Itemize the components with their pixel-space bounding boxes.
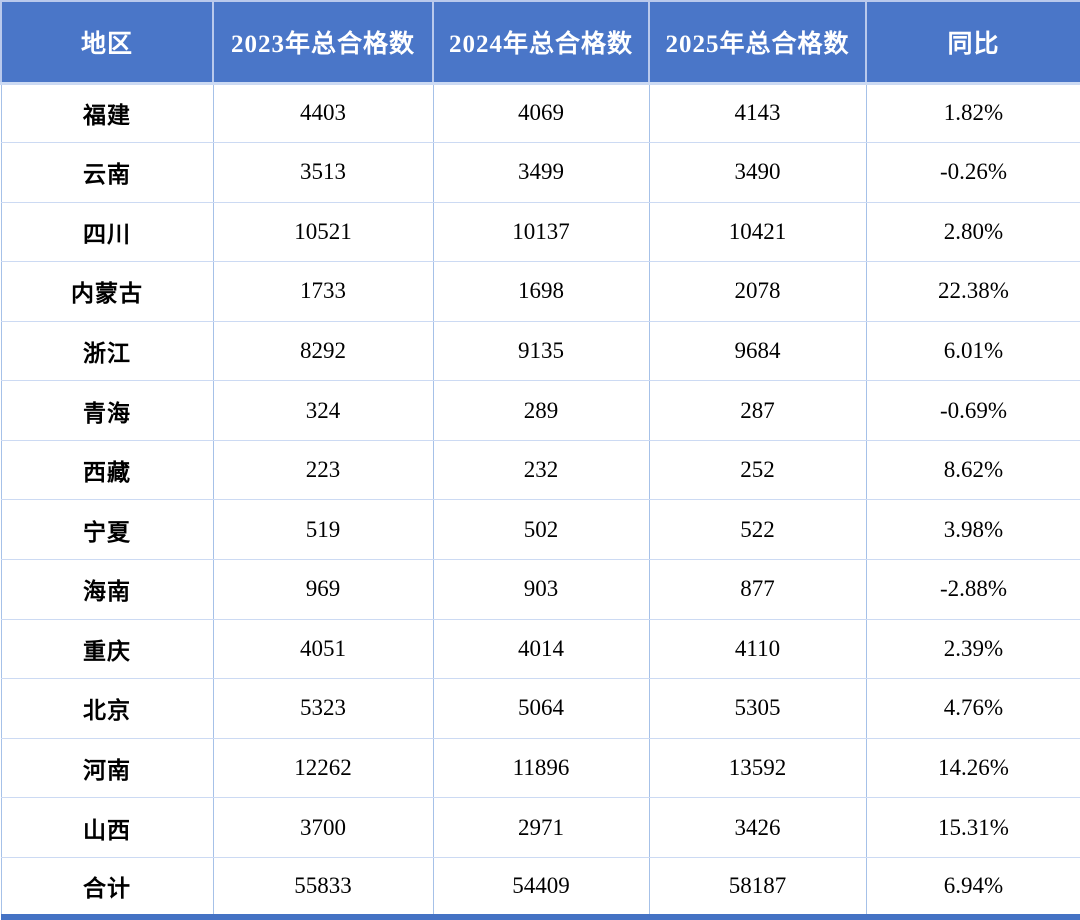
value-cell: 232 xyxy=(432,439,650,501)
value-cell: 1733 xyxy=(212,261,434,322)
value-cell: 8292 xyxy=(212,320,434,382)
value-cell: 4143 xyxy=(648,82,867,144)
value-cell: 6.01% xyxy=(865,320,1080,382)
value-cell: 4014 xyxy=(432,618,650,680)
value-cell: 6.94% xyxy=(865,856,1080,920)
region-cell: 青海 xyxy=(0,380,214,441)
region-cell: 西藏 xyxy=(0,439,214,501)
value-cell: 3490 xyxy=(648,142,867,203)
value-cell: 1698 xyxy=(432,261,650,322)
table-row: 内蒙古 1733 1698 2078 22.38% xyxy=(0,261,1080,322)
region-cell: 海南 xyxy=(0,559,214,620)
value-cell: 4051 xyxy=(212,618,434,680)
value-cell: 12262 xyxy=(212,737,434,799)
value-cell: 10521 xyxy=(212,201,434,263)
table-row: 山西 3700 2971 3426 15.31% xyxy=(0,797,1080,858)
region-cell: 福建 xyxy=(0,82,214,144)
value-cell: 252 xyxy=(648,439,867,501)
value-cell: 4403 xyxy=(212,82,434,144)
value-cell: 9135 xyxy=(432,320,650,382)
region-cell: 北京 xyxy=(0,678,214,739)
table-row: 西藏 223 232 252 8.62% xyxy=(0,439,1080,501)
value-cell: 287 xyxy=(648,380,867,441)
value-cell: 3.98% xyxy=(865,499,1080,560)
value-cell: -2.88% xyxy=(865,559,1080,620)
value-cell: 13592 xyxy=(648,737,867,799)
column-header-region: 地区 xyxy=(0,0,214,85)
column-header-2025: 2025年总合格数 xyxy=(648,0,867,85)
value-cell: 9684 xyxy=(648,320,867,382)
region-cell: 云南 xyxy=(0,142,214,203)
value-cell: 2078 xyxy=(648,261,867,322)
value-cell: 15.31% xyxy=(865,797,1080,858)
value-cell: 3513 xyxy=(212,142,434,203)
value-cell: 1.82% xyxy=(865,82,1080,144)
value-cell: 223 xyxy=(212,439,434,501)
table-row: 宁夏 519 502 522 3.98% xyxy=(0,499,1080,560)
value-cell: 10421 xyxy=(648,201,867,263)
value-cell: 877 xyxy=(648,559,867,620)
value-cell: 4.76% xyxy=(865,678,1080,739)
value-cell: 10137 xyxy=(432,201,650,263)
value-cell: 3700 xyxy=(212,797,434,858)
region-cell: 山西 xyxy=(0,797,214,858)
value-cell: 4110 xyxy=(648,618,867,680)
value-cell: 5305 xyxy=(648,678,867,739)
column-header-2024: 2024年总合格数 xyxy=(432,0,650,85)
value-cell: 289 xyxy=(432,380,650,441)
region-cell: 内蒙古 xyxy=(0,261,214,322)
table-row: 河南 12262 11896 13592 14.26% xyxy=(0,737,1080,799)
table-row: 海南 969 903 877 -2.88% xyxy=(0,559,1080,620)
value-cell: 58187 xyxy=(648,856,867,920)
column-header-yoy: 同比 xyxy=(865,0,1080,85)
region-cell: 重庆 xyxy=(0,618,214,680)
value-cell: 11896 xyxy=(432,737,650,799)
total-row: 合计 55833 54409 58187 6.94% xyxy=(0,856,1080,920)
table-row: 北京 5323 5064 5305 4.76% xyxy=(0,678,1080,739)
table-row: 四川 10521 10137 10421 2.80% xyxy=(0,201,1080,263)
table-body: 福建 4403 4069 4143 1.82% 云南 3513 3499 3490 -0.26% 四… xyxy=(0,82,1080,920)
value-cell: 969 xyxy=(212,559,434,620)
value-cell: 2971 xyxy=(432,797,650,858)
value-cell: 2.39% xyxy=(865,618,1080,680)
region-cell: 浙江 xyxy=(0,320,214,382)
region-cell: 合计 xyxy=(0,856,214,920)
value-cell: 3499 xyxy=(432,142,650,203)
column-header-2023: 2023年总合格数 xyxy=(212,0,434,85)
value-cell: 903 xyxy=(432,559,650,620)
region-cell: 宁夏 xyxy=(0,499,214,560)
value-cell: 522 xyxy=(648,499,867,560)
value-cell: 324 xyxy=(212,380,434,441)
table-header: 地区 2023年总合格数 2024年总合格数 2025年总合格数 同比 xyxy=(0,0,1080,85)
value-cell: -0.69% xyxy=(865,380,1080,441)
table-row: 浙江 8292 9135 9684 6.01% xyxy=(0,320,1080,382)
value-cell: 3426 xyxy=(648,797,867,858)
table-row: 福建 4403 4069 4143 1.82% xyxy=(0,82,1080,144)
table-row: 青海 324 289 287 -0.69% xyxy=(0,380,1080,441)
value-cell: 54409 xyxy=(432,856,650,920)
header-row: 地区 2023年总合格数 2024年总合格数 2025年总合格数 同比 xyxy=(0,0,1080,85)
value-cell: 5064 xyxy=(432,678,650,739)
value-cell: 22.38% xyxy=(865,261,1080,322)
region-cell: 河南 xyxy=(0,737,214,799)
value-cell: -0.26% xyxy=(865,142,1080,203)
value-cell: 5323 xyxy=(212,678,434,739)
value-cell: 519 xyxy=(212,499,434,560)
value-cell: 4069 xyxy=(432,82,650,144)
value-cell: 8.62% xyxy=(865,439,1080,501)
value-cell: 14.26% xyxy=(865,737,1080,799)
value-cell: 502 xyxy=(432,499,650,560)
value-cell: 55833 xyxy=(212,856,434,920)
table-row: 重庆 4051 4014 4110 2.39% xyxy=(0,618,1080,680)
table-row: 云南 3513 3499 3490 -0.26% xyxy=(0,142,1080,203)
region-cell: 四川 xyxy=(0,201,214,263)
value-cell: 2.80% xyxy=(865,201,1080,263)
